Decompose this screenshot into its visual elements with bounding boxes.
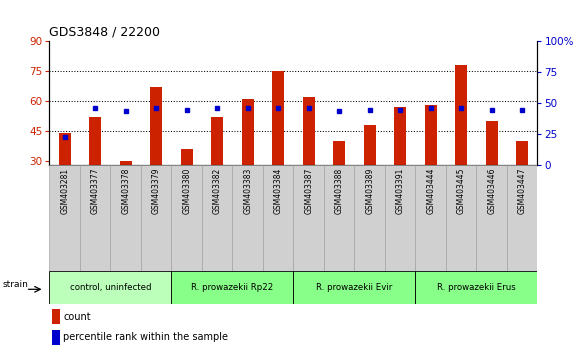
Text: GSM403388: GSM403388	[335, 168, 343, 214]
Text: percentile rank within the sample: percentile rank within the sample	[63, 332, 228, 342]
Text: GDS3848 / 22200: GDS3848 / 22200	[49, 25, 160, 38]
Text: GSM403281: GSM403281	[60, 168, 69, 214]
Text: GSM403384: GSM403384	[274, 168, 282, 214]
Bar	[415, 165, 446, 271]
Bar	[52, 309, 60, 324]
Bar	[394, 107, 406, 165]
Bar	[242, 99, 254, 165]
Text: GSM403383: GSM403383	[243, 168, 252, 214]
Bar	[110, 165, 141, 271]
Bar	[415, 271, 537, 304]
Text: GSM403379: GSM403379	[152, 168, 160, 214]
Bar	[354, 165, 385, 271]
Text: GSM403378: GSM403378	[121, 168, 130, 214]
Text: GSM403446: GSM403446	[487, 168, 496, 214]
Bar	[272, 71, 284, 165]
Text: count: count	[63, 312, 91, 322]
Text: GSM403382: GSM403382	[213, 168, 221, 214]
Bar	[293, 165, 324, 271]
Bar	[455, 65, 467, 165]
Bar	[324, 165, 354, 271]
Bar	[425, 105, 437, 165]
Bar	[171, 165, 202, 271]
Text: GSM403445: GSM403445	[457, 168, 465, 214]
Bar	[59, 133, 71, 165]
Text: GSM403447: GSM403447	[518, 168, 526, 214]
Bar	[446, 165, 476, 271]
Bar	[303, 97, 315, 165]
Text: GSM403387: GSM403387	[304, 168, 313, 214]
Bar	[80, 165, 110, 271]
Bar	[333, 141, 345, 165]
Text: R. prowazekii Rp22: R. prowazekii Rp22	[191, 283, 274, 292]
Bar	[232, 165, 263, 271]
Bar	[49, 165, 80, 271]
Bar	[486, 121, 498, 165]
Text: control, uninfected: control, uninfected	[70, 283, 151, 292]
Bar	[52, 330, 60, 345]
Bar	[293, 271, 415, 304]
Bar	[385, 165, 415, 271]
Bar	[181, 149, 193, 165]
Bar	[263, 165, 293, 271]
Bar	[516, 141, 528, 165]
Bar	[364, 125, 376, 165]
Text: GSM403444: GSM403444	[426, 168, 435, 214]
Text: GSM403391: GSM403391	[396, 168, 404, 214]
Bar	[120, 161, 132, 165]
Text: GSM403380: GSM403380	[182, 168, 191, 214]
Bar	[211, 117, 223, 165]
Text: R. prowazekii Evir: R. prowazekii Evir	[316, 283, 393, 292]
Text: R. prowazekii Erus: R. prowazekii Erus	[437, 283, 516, 292]
Bar	[141, 165, 171, 271]
Bar	[507, 165, 537, 271]
Bar	[171, 271, 293, 304]
Bar	[89, 117, 101, 165]
Text: GSM403389: GSM403389	[365, 168, 374, 214]
Bar	[49, 271, 171, 304]
Bar	[150, 87, 162, 165]
Bar	[202, 165, 232, 271]
Text: GSM403377: GSM403377	[91, 168, 99, 214]
Text: strain: strain	[2, 280, 28, 289]
Bar	[476, 165, 507, 271]
